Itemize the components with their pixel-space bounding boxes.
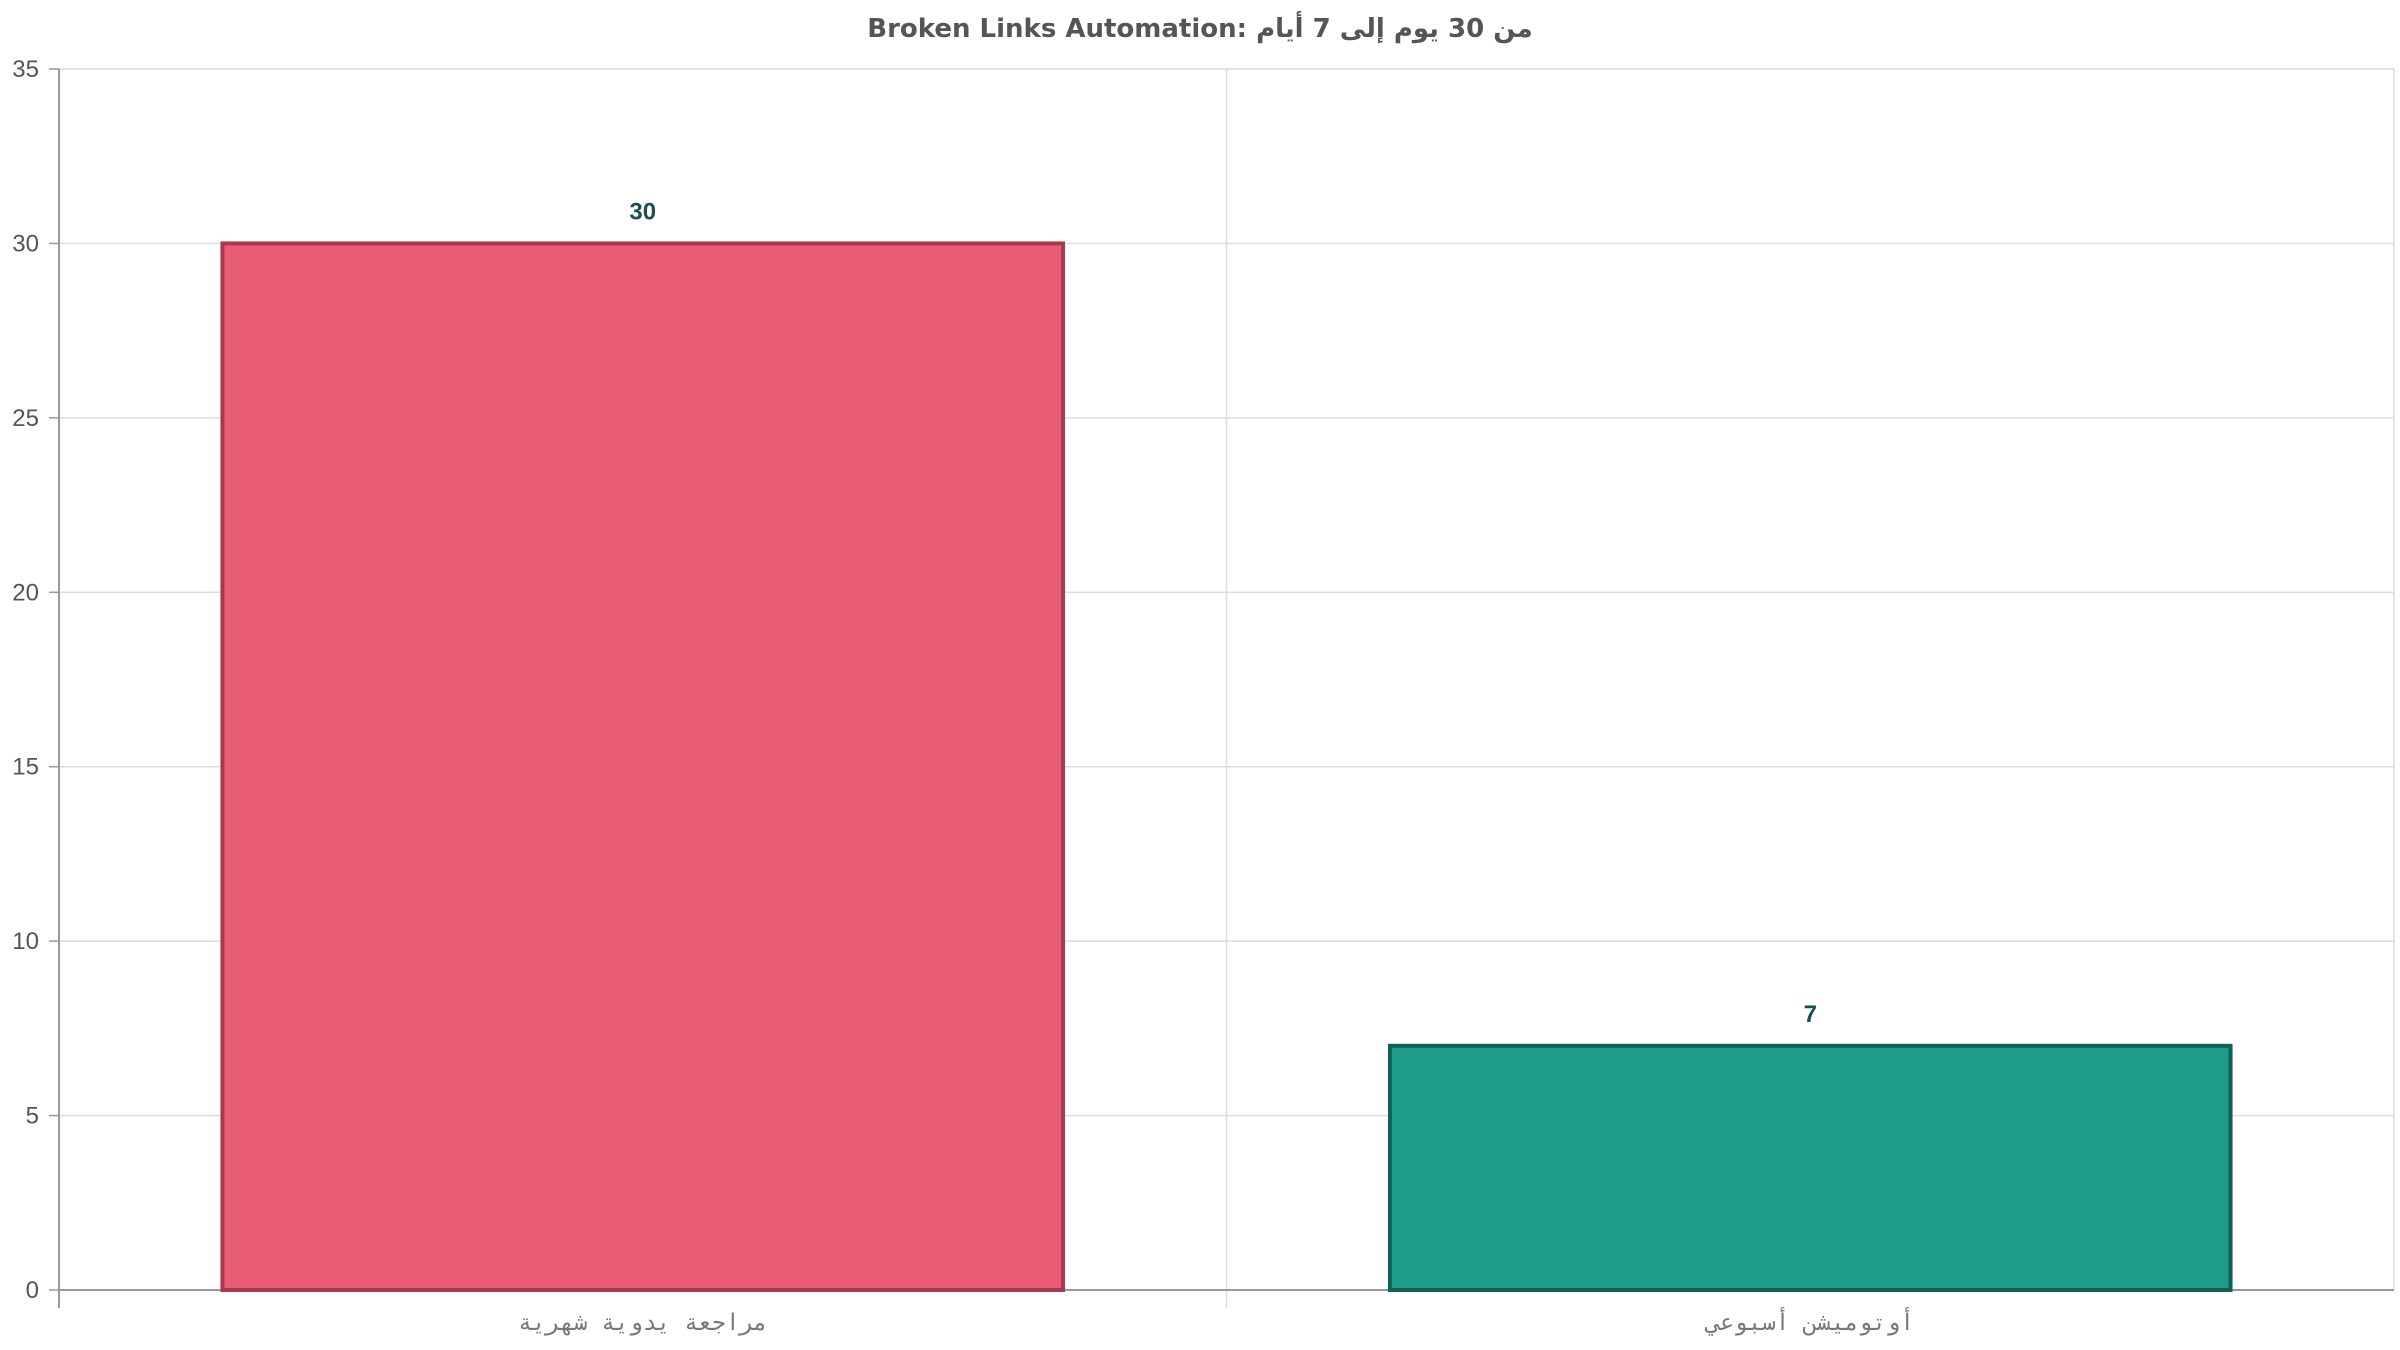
bar-value-label: 30	[629, 198, 656, 225]
y-tick-label: 0	[26, 1277, 39, 1304]
y-tick-label: 10	[12, 928, 39, 955]
x-category-label: أوتوميشن أسبوعي	[1704, 1307, 1914, 1336]
y-tick-label: 5	[26, 1103, 39, 1130]
labels: 0 5 10 15 20 25 30 35 30 مراجعة يدوية شهرية 7 أوتوم…	[12, 56, 1914, 1336]
bars	[220, 241, 2233, 1293]
y-tick-label: 15	[12, 754, 39, 781]
y-tick-label: 25	[12, 405, 39, 432]
chart-title: Broken Links Automation: من 30 يوم إلى 7…	[867, 14, 1533, 44]
x-category-label: مراجعة يدوية شهرية	[518, 1310, 767, 1336]
bar	[220, 241, 1066, 1292]
y-tick-label: 20	[12, 579, 39, 606]
bar	[1387, 1043, 2233, 1293]
y-tick-label: 30	[12, 230, 39, 257]
bar-value-label: 7	[1804, 1001, 1817, 1028]
y-tick-label: 35	[12, 56, 39, 83]
